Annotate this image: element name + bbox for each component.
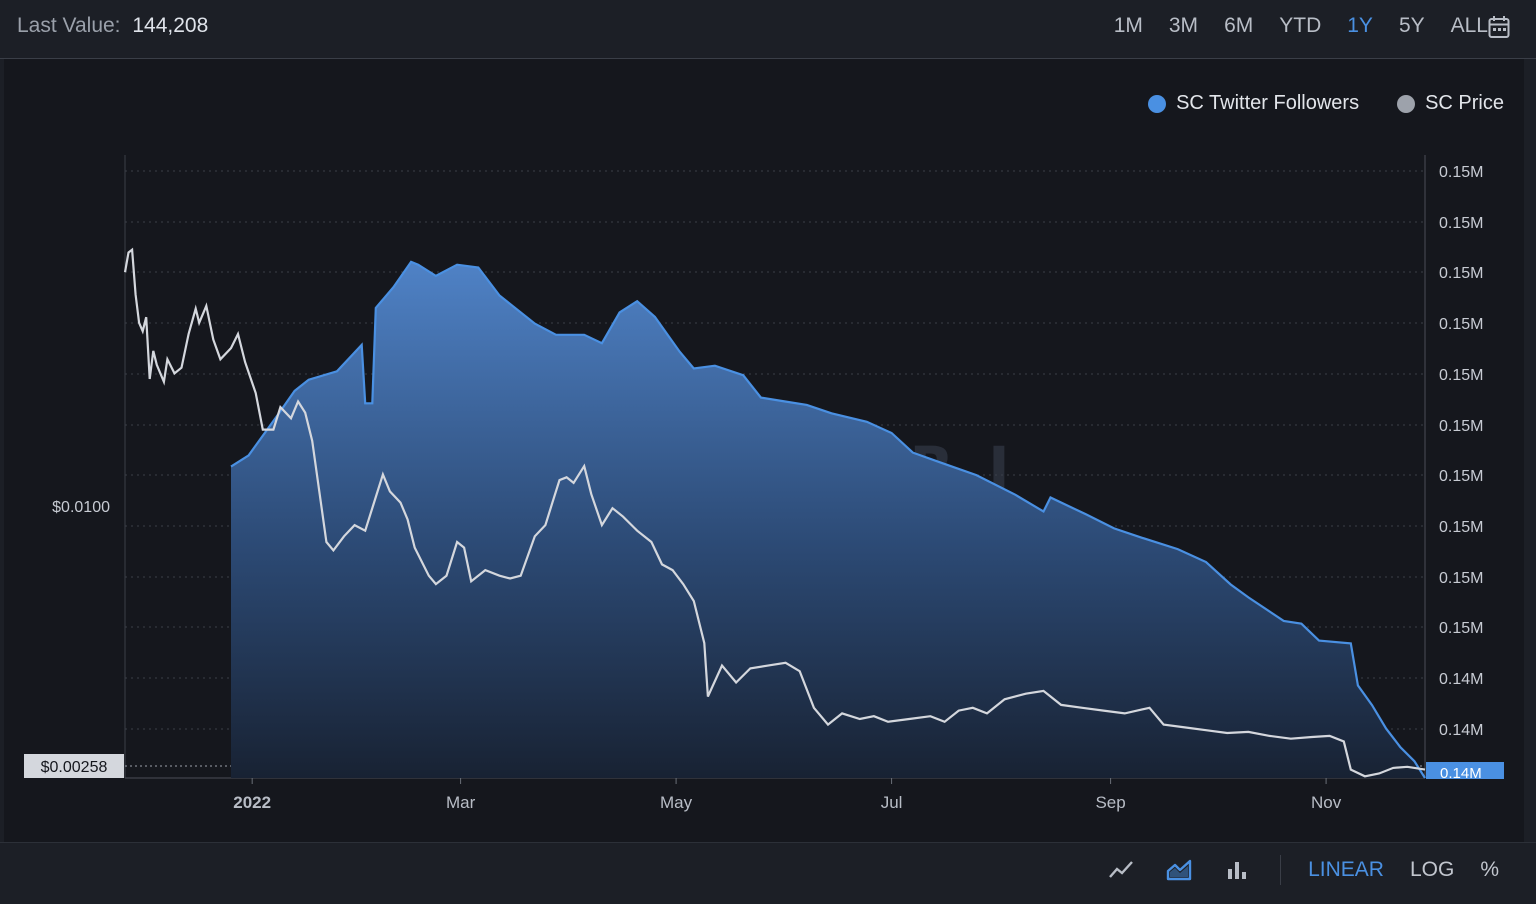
- bar-chart-icon[interactable]: [1224, 857, 1250, 883]
- x-tick-label: May: [660, 793, 693, 812]
- current-price-label: $0.00258: [41, 759, 108, 776]
- left-axis: $0.0100 $0.00258: [24, 499, 124, 778]
- right-tick-label: 0.15M: [1439, 620, 1483, 637]
- toolbar-divider: [1280, 855, 1282, 885]
- left-tick-label: $0.0100: [52, 499, 110, 516]
- area-chart-icon[interactable]: [1166, 857, 1192, 883]
- price-line: [123, 247, 1426, 778]
- right-tick-label: 0.15M: [1439, 468, 1483, 485]
- range-all[interactable]: ALL: [1450, 14, 1488, 37]
- chart-tools: LINEAR LOG %: [1092, 855, 1512, 885]
- legend-dot-price: [1397, 94, 1416, 113]
- range-5y[interactable]: 5Y: [1398, 14, 1425, 37]
- right-tick-label: 0.15M: [1439, 265, 1483, 282]
- range-3m[interactable]: 3M: [1168, 14, 1199, 37]
- legend-label-followers: SC Twitter Followers: [1176, 92, 1360, 114]
- legend-label-price: SC Price: [1425, 92, 1504, 114]
- right-tick-label: 0.15M: [1439, 519, 1483, 536]
- legend: SC Twitter Followers SC Price: [1148, 92, 1504, 115]
- right-tick-label: 0.15M: [1439, 570, 1483, 587]
- last-value-label: Last Value:: [17, 14, 121, 37]
- x-axis: 2022 Mar May Jul Sep Nov: [233, 778, 1342, 812]
- chart-footer: LINEAR LOG %: [0, 842, 1536, 904]
- legend-item-price[interactable]: SC Price: [1397, 92, 1504, 115]
- right-axis: 0.15M 0.15M 0.15M 0.15M 0.15M 0.15M 0.15M 0.15M…: [1426, 164, 1504, 782]
- scale-percent[interactable]: %: [1480, 858, 1499, 881]
- right-tick-label: 0.14M: [1439, 671, 1483, 688]
- right-tick-label: 0.15M: [1439, 367, 1483, 384]
- right-tick-label: 0.15M: [1439, 215, 1483, 232]
- line-chart-icon[interactable]: [1108, 857, 1134, 883]
- x-tick-label: Sep: [1095, 793, 1125, 812]
- right-tick-label: 0.15M: [1439, 164, 1483, 181]
- right-tick-label: 0.15M: [1439, 418, 1483, 435]
- current-price-box: [24, 754, 124, 778]
- range-selector: 1M 3M 6M YTD 1Y 5Y ALL: [1114, 14, 1488, 38]
- followers-area: [231, 261, 1425, 778]
- range-6m[interactable]: 6M: [1224, 14, 1254, 37]
- last-value: Last Value: 144,208: [17, 14, 208, 38]
- scale-log[interactable]: LOG: [1409, 858, 1455, 881]
- right-tick-label: 0.15M: [1439, 316, 1483, 333]
- x-tick-label: Nov: [1311, 793, 1342, 812]
- scale-linear[interactable]: LINEAR: [1308, 858, 1384, 881]
- x-tick-label: Jul: [881, 793, 903, 812]
- right-tick-label: 0.14M: [1439, 722, 1483, 739]
- current-followers-box: [1426, 762, 1504, 779]
- chart-header: Last Value: 144,208 1M 3M 6M YTD 1Y 5Y A…: [0, 0, 1536, 59]
- followers-line: [230, 260, 1426, 779]
- range-1y[interactable]: 1Y: [1347, 14, 1373, 37]
- x-tick-label: 2022: [233, 793, 271, 812]
- legend-item-followers[interactable]: SC Twitter Followers: [1148, 92, 1359, 115]
- range-1m[interactable]: 1M: [1113, 14, 1143, 37]
- legend-dot-followers: [1148, 94, 1167, 113]
- range-ytd[interactable]: YTD: [1279, 14, 1322, 37]
- last-value-number: 144,208: [132, 14, 209, 37]
- x-tick-label: Mar: [446, 793, 476, 812]
- current-followers-label: 0.14M: [1440, 765, 1482, 782]
- calendar-icon[interactable]: [1488, 15, 1510, 39]
